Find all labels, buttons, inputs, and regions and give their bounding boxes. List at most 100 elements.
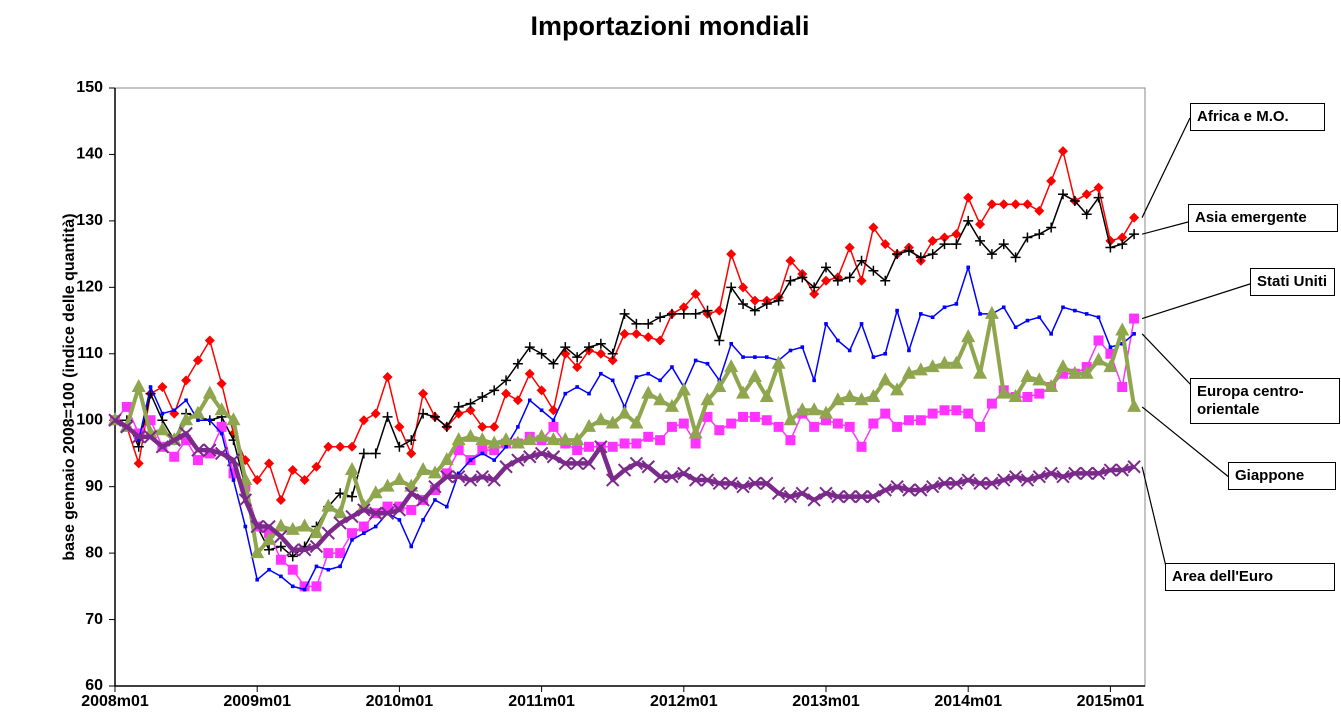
marker: [275, 554, 286, 565]
marker: [1046, 176, 1057, 187]
marker: [169, 451, 180, 462]
marker: [729, 342, 733, 346]
marker: [191, 443, 205, 457]
marker: [712, 476, 727, 491]
marker: [890, 479, 904, 494]
marker: [1127, 398, 1142, 412]
marker: [655, 435, 666, 446]
marker: [856, 441, 867, 452]
marker: [856, 275, 867, 286]
marker: [605, 415, 620, 429]
marker: [747, 369, 762, 383]
marker: [664, 398, 679, 412]
marker: [406, 448, 417, 459]
marker: [975, 219, 986, 230]
marker: [262, 531, 277, 545]
series-label: Area dell'Euro: [1165, 563, 1335, 591]
marker: [646, 371, 651, 376]
marker: [1105, 242, 1116, 253]
marker: [214, 402, 229, 416]
marker: [416, 493, 430, 507]
marker: [1058, 189, 1068, 200]
marker: [676, 382, 691, 396]
marker: [693, 358, 698, 363]
marker: [548, 421, 559, 432]
marker: [427, 465, 442, 479]
marker: [238, 493, 253, 507]
marker: [347, 441, 357, 452]
marker: [1117, 382, 1128, 392]
marker: [903, 415, 914, 426]
marker: [252, 475, 263, 486]
marker: [688, 473, 703, 487]
marker: [275, 541, 286, 552]
marker: [192, 455, 203, 466]
marker: [273, 518, 288, 532]
y-tick-label: 70: [85, 611, 103, 628]
marker: [844, 242, 855, 253]
marker: [690, 438, 701, 449]
marker: [1093, 182, 1104, 193]
series-label: Asia emergente: [1188, 204, 1338, 232]
marker: [961, 329, 976, 343]
marker: [570, 456, 584, 471]
marker: [963, 215, 974, 226]
marker: [287, 564, 298, 575]
marker: [1034, 229, 1045, 240]
marker: [274, 529, 288, 544]
marker: [228, 468, 239, 479]
marker: [868, 222, 879, 233]
marker: [749, 295, 760, 306]
y-tick-label: 130: [76, 212, 103, 229]
marker: [1079, 365, 1094, 379]
marker: [866, 489, 881, 504]
marker: [373, 524, 378, 529]
plot-frame: [114, 87, 1146, 687]
marker: [859, 322, 864, 326]
marker: [1079, 466, 1094, 481]
marker: [724, 359, 739, 373]
marker: [949, 355, 964, 369]
marker: [394, 441, 405, 452]
marker: [582, 418, 596, 432]
marker: [570, 432, 585, 446]
marker: [536, 385, 547, 396]
marker: [617, 405, 632, 419]
marker: [214, 446, 229, 461]
marker: [809, 421, 820, 432]
marker: [311, 581, 322, 592]
marker: [925, 359, 940, 373]
marker: [416, 462, 431, 476]
marker: [915, 415, 926, 426]
marker: [131, 379, 146, 392]
marker: [406, 435, 417, 446]
marker: [299, 581, 310, 592]
marker: [418, 388, 429, 399]
marker: [690, 288, 701, 299]
marker: [749, 305, 760, 316]
x-tick-label: 2013m01: [792, 693, 860, 710]
marker: [678, 302, 689, 313]
marker: [148, 385, 153, 389]
marker: [445, 504, 449, 509]
marker: [394, 421, 405, 432]
marker: [190, 405, 205, 419]
marker: [587, 391, 591, 396]
marker: [871, 355, 876, 359]
chart-title: Importazioni mondiali: [530, 11, 809, 41]
marker: [890, 382, 905, 396]
marker: [285, 521, 300, 535]
marker: [512, 395, 523, 406]
marker: [771, 486, 786, 501]
marker: [670, 365, 674, 369]
marker: [314, 564, 319, 569]
marker: [516, 425, 520, 429]
marker: [370, 408, 381, 419]
marker: [548, 405, 559, 416]
marker: [903, 245, 914, 256]
marker: [880, 239, 891, 250]
marker: [250, 545, 265, 559]
marker: [510, 435, 525, 449]
leader-line: [1141, 221, 1189, 235]
marker: [523, 450, 537, 464]
